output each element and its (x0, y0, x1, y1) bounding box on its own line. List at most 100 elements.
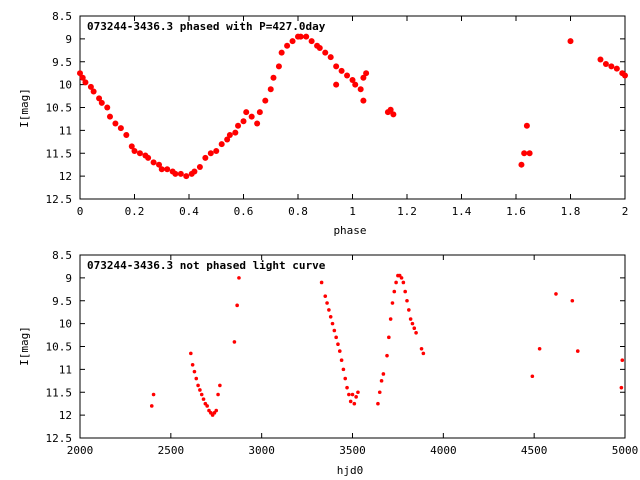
y-tick-label: 9.5 (52, 295, 72, 308)
data-point (554, 292, 558, 296)
data-point (332, 328, 337, 333)
unphased-light-curve-plot: 073244-3436.3 not phased light curve hjd… (18, 249, 638, 477)
data-point (177, 170, 184, 177)
data-point (232, 340, 237, 344)
data-point (360, 97, 367, 104)
data-point (333, 63, 340, 70)
data-point (216, 392, 220, 397)
data-point (530, 374, 535, 379)
data-point (131, 147, 138, 154)
phased-light-curve-plot: 073244-3436.3 phased with P=427.0day pha… (18, 10, 628, 237)
x-tick-label: 1.6 (506, 205, 526, 218)
data-point (214, 408, 219, 413)
data-point (248, 113, 255, 120)
data-point (421, 351, 426, 356)
data-point (575, 349, 580, 353)
y-tick-label: 10 (59, 79, 72, 92)
y-tick-label: 10 (59, 318, 72, 331)
data-point (79, 74, 86, 81)
data-point (333, 81, 340, 88)
data-point (567, 38, 574, 45)
data-point (518, 161, 525, 168)
x-tick-label: 5000 (612, 444, 639, 457)
data-point (345, 385, 349, 390)
data-point (243, 109, 250, 116)
data-point (156, 161, 163, 168)
data-point (339, 358, 344, 363)
x-tick-label: 4500 (521, 444, 548, 457)
data-point (360, 74, 367, 81)
data-points (77, 33, 628, 180)
data-point (341, 367, 346, 372)
data-point (403, 289, 407, 294)
data-point (347, 392, 351, 397)
data-point (199, 392, 204, 397)
data-point (407, 308, 411, 312)
data-point (344, 72, 351, 79)
data-point (232, 129, 239, 136)
data-point (256, 109, 263, 116)
y-tick-label: 9.5 (52, 56, 72, 69)
x-tick-label: 3000 (248, 444, 275, 457)
data-point (192, 369, 197, 374)
data-point (390, 301, 395, 305)
data-point (330, 321, 335, 326)
chart-title: 073244-3436.3 phased with P=427.0day (87, 20, 326, 33)
chart-title: 073244-3436.3 not phased light curve (87, 259, 326, 272)
data-point (408, 317, 413, 321)
data-point (327, 308, 331, 312)
y-tick-label: 11.5 (46, 386, 73, 399)
x-tick-label: 1.8 (561, 205, 581, 218)
data-point (172, 170, 179, 177)
y-tick-label: 11 (59, 124, 72, 137)
data-point (363, 70, 370, 77)
data-point (98, 99, 105, 106)
y-axis-ticks: 8.5 9 9.5 10 10.5 11 11.5 12 12.5 (46, 249, 625, 445)
y-axis-ticks: 8.5 9 9.5 10 10.5 11 11.5 12 12.5 (46, 10, 625, 206)
data-point (150, 159, 157, 166)
data-point (377, 390, 382, 395)
data-point (226, 131, 233, 138)
data-point (82, 79, 89, 86)
data-point (151, 392, 156, 397)
data-point (412, 326, 417, 331)
data-point (613, 65, 620, 72)
data-point (201, 397, 206, 401)
x-tick-label: 0 (77, 205, 84, 218)
data-point (388, 317, 393, 321)
data-point (523, 122, 530, 129)
data-point (327, 54, 334, 61)
data-point (622, 72, 628, 79)
x-tick-label: 1.2 (397, 205, 417, 218)
y-tick-label: 9 (65, 33, 72, 46)
data-point (323, 294, 328, 298)
data-point (77, 70, 83, 77)
data-point (521, 150, 528, 157)
x-tick-label: 4000 (430, 444, 457, 457)
data-point (410, 321, 415, 326)
data-point (128, 143, 135, 150)
y-tick-label: 12.5 (46, 432, 73, 445)
data-point (334, 335, 338, 340)
x-axis-ticks: 0 0.2 0.4 0.6 0.8 1 1.2 1.4 1.6 1.8 2 (77, 16, 628, 218)
data-point (357, 86, 364, 93)
data-point (322, 49, 329, 56)
data-point (348, 399, 353, 404)
data-point (262, 97, 269, 104)
data-point (597, 56, 604, 63)
data-point (190, 363, 195, 367)
data-point (218, 141, 225, 148)
data-point (619, 385, 624, 390)
data-point (570, 298, 575, 303)
data-point (267, 86, 274, 93)
data-point (194, 376, 199, 381)
data-point (316, 45, 323, 52)
data-point (164, 166, 171, 173)
x-axis-label: phase (333, 224, 366, 237)
data-point (207, 150, 214, 157)
data-point (376, 401, 380, 406)
data-point (419, 346, 424, 351)
data-point (350, 392, 355, 397)
x-tick-label: 2500 (158, 444, 185, 457)
